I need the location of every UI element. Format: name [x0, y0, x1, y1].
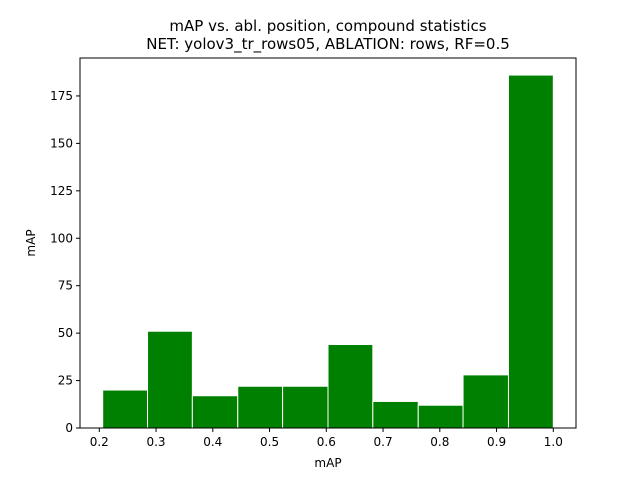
- y-tick-label: 25: [58, 374, 73, 388]
- histogram-bar-2: [191, 395, 239, 429]
- histogram-bar-3: [237, 385, 284, 429]
- x-tick-label: 0.2: [90, 435, 109, 449]
- x-tick-label: 0.3: [146, 435, 165, 449]
- histogram-bar-7: [417, 404, 464, 429]
- histogram-bar-0: [102, 389, 149, 429]
- x-tick-label: 0.8: [430, 435, 449, 449]
- chart-title: mAP vs. abl. position, compound statisti…: [169, 17, 486, 35]
- y-tick-label: 100: [50, 231, 73, 245]
- y-axis-label: mAP: [24, 229, 38, 256]
- x-tick-label: 0.5: [260, 435, 279, 449]
- bars-group: [102, 74, 554, 429]
- y-tick-label: 150: [50, 136, 73, 150]
- histogram-bar-1: [147, 330, 193, 429]
- y-tick-label: 125: [50, 184, 73, 198]
- histogram-bar-4: [282, 385, 329, 429]
- x-tick-label: 0.4: [203, 435, 222, 449]
- y-tick-label: 175: [50, 89, 73, 103]
- histogram-bar-9: [507, 74, 554, 429]
- plot-frame: [79, 57, 577, 429]
- x-axis-label: mAP: [314, 456, 341, 470]
- x-tick-label: 1.0: [544, 435, 563, 449]
- y-tick-label: 75: [58, 279, 73, 293]
- x-tick-label: 0.7: [374, 435, 393, 449]
- x-ticks-group: 0.2 0.3 0.4 0.5 0.6 0.7 0.8 0.9 1.0: [90, 428, 563, 449]
- chart-subtitle: NET: yolov3_tr_rows05, ABLATION: rows, R…: [146, 35, 510, 54]
- histogram-bar-8: [462, 374, 509, 429]
- y-tick-label: 0: [65, 421, 73, 435]
- x-tick-label: 0.6: [317, 435, 336, 449]
- histogram-bar-6: [372, 400, 419, 429]
- y-tick-label: 50: [58, 326, 73, 340]
- y-ticks-group: 0 25 50 75 100 125 150 175: [50, 89, 80, 435]
- histogram-bar-5: [327, 344, 374, 429]
- x-tick-label: 0.9: [487, 435, 506, 449]
